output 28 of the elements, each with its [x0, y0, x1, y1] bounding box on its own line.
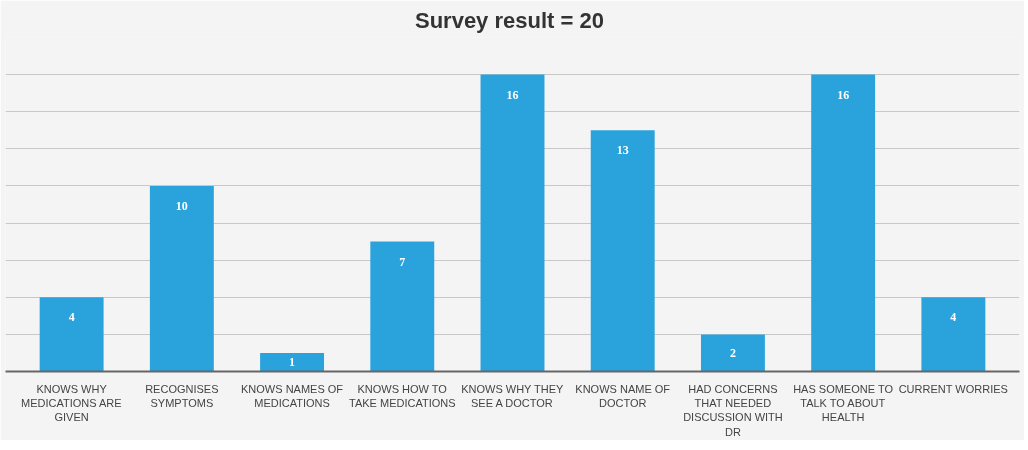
bar	[370, 241, 435, 372]
data-label: 16	[506, 87, 519, 102]
data-label: 13	[616, 143, 629, 158]
data-label: 10	[175, 198, 188, 213]
data-label: 16	[837, 87, 850, 102]
bar	[921, 297, 986, 372]
x-tick-label: RECOGNISES SYMPTOMS	[145, 382, 219, 409]
bar	[39, 297, 104, 372]
x-tick-label: KNOWS NAME OF DOCTOR	[575, 382, 671, 409]
data-label: 1	[289, 355, 296, 370]
x-tick-label: KNOWS NAMES OF MEDICATIONS	[241, 382, 344, 409]
x-tick-label: CURRENT WORRIES	[898, 382, 1008, 395]
x-tick-label: HAS SOMEONE TO TALK TO ABOUT HEALTH	[793, 382, 894, 424]
bar	[480, 74, 545, 372]
bar	[811, 74, 876, 372]
bar	[260, 352, 325, 372]
data-label: 4	[68, 310, 75, 325]
x-tick-label: KNOWS HOW TO TAKE MEDICATIONS	[349, 382, 456, 409]
bar	[149, 185, 214, 372]
x-tick-label: KNOWS WHY MEDICATIONS ARE GIVEN	[21, 382, 122, 424]
data-label: 4	[950, 310, 957, 325]
chart-title: Survey result = 20	[414, 7, 604, 33]
data-label: 7	[399, 254, 406, 269]
bar	[700, 334, 765, 372]
x-tick-label: HAD CONCERNS THAT NEEDED DISCUSSION WITH DR	[683, 382, 783, 438]
data-label: 2	[729, 345, 736, 360]
bar	[590, 130, 655, 372]
x-tick-label: KNOWS WHY THEY SEE A DOCTOR	[461, 382, 565, 409]
